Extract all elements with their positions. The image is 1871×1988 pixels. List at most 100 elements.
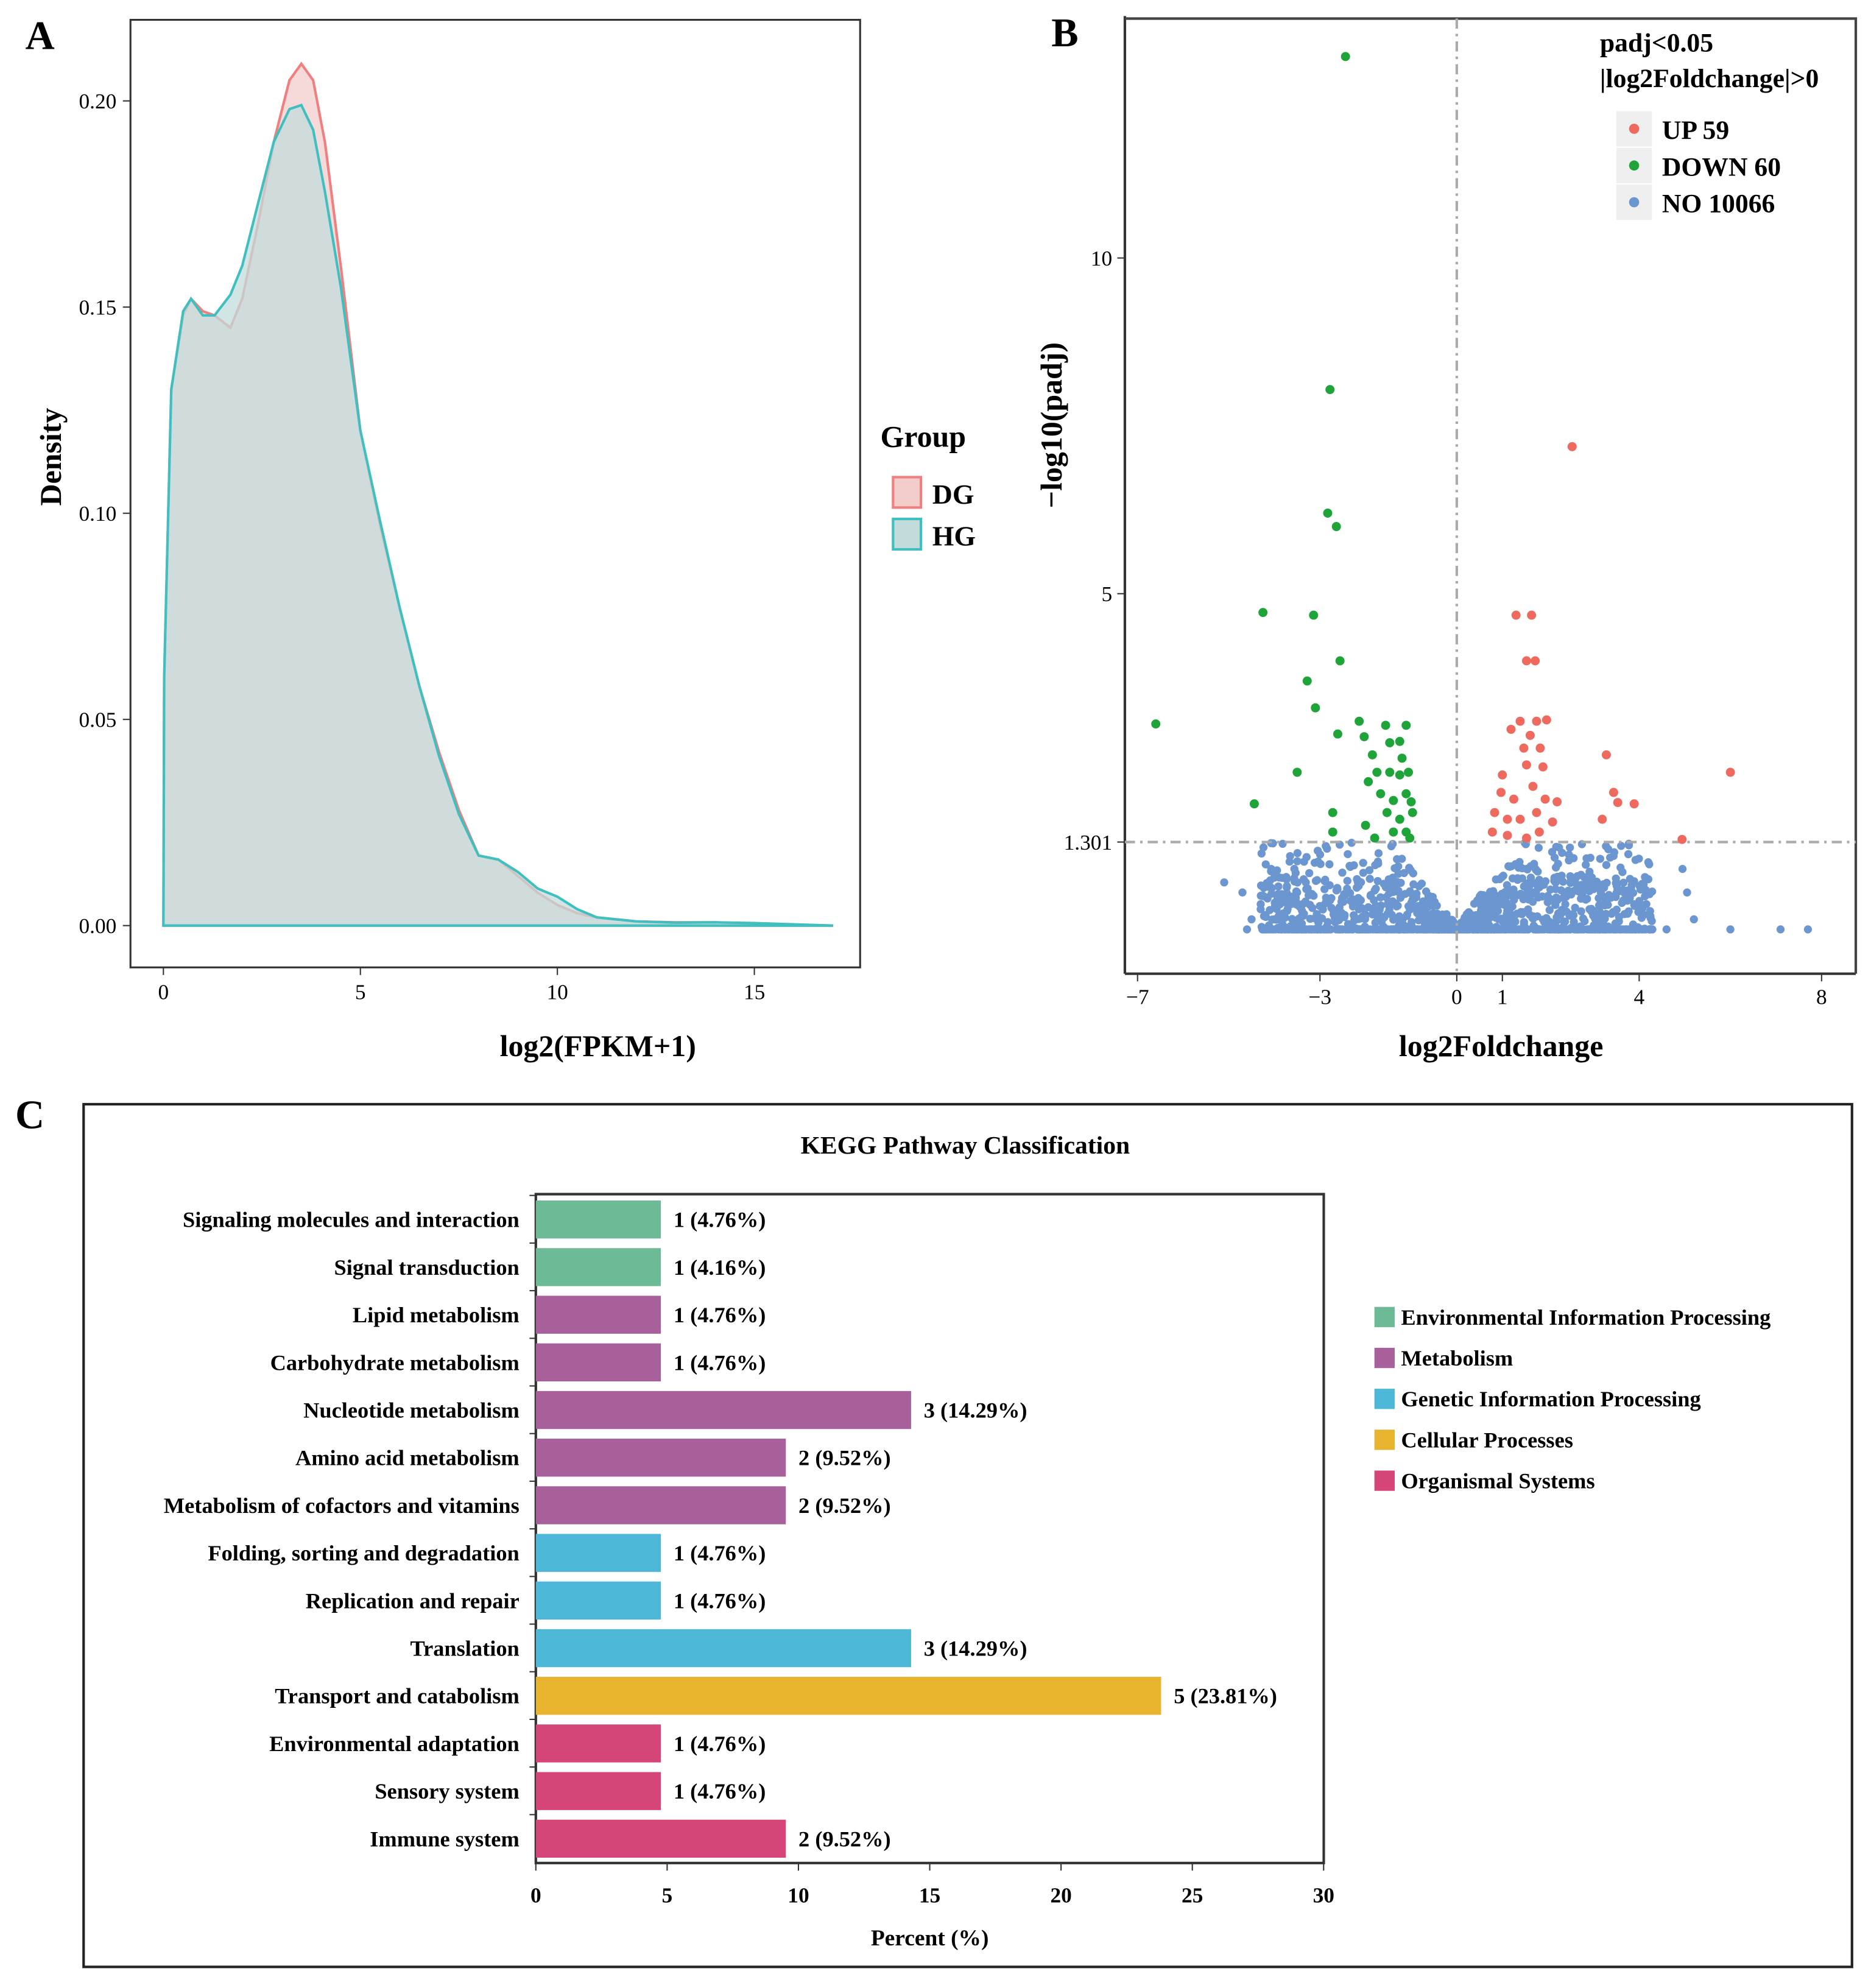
data-label: 2 (9.52%) — [798, 1493, 891, 1518]
point-no — [1323, 844, 1331, 853]
point-no — [1803, 925, 1813, 934]
point-no — [1282, 875, 1291, 884]
bar — [535, 1724, 661, 1763]
x-tick-label: 10 — [546, 979, 568, 1004]
point-down — [1333, 729, 1342, 739]
density-curve-hg — [162, 103, 834, 927]
point-no — [1375, 925, 1384, 934]
panel-label-a: A — [26, 13, 55, 58]
point-no — [1535, 925, 1544, 934]
point-no — [1662, 925, 1671, 934]
point-no — [1359, 859, 1367, 867]
legend-label: NO 10066 — [1662, 189, 1775, 219]
point-no — [1365, 866, 1374, 875]
point-no — [1406, 866, 1415, 875]
legend-dot — [1629, 160, 1640, 171]
point-no — [1612, 905, 1621, 914]
point-no — [1302, 885, 1311, 894]
legend-label: Organismal Systems — [1401, 1469, 1594, 1493]
point-up — [1725, 767, 1735, 777]
point-no — [1571, 903, 1579, 912]
point-up — [1613, 798, 1623, 808]
no-points — [1220, 839, 1813, 934]
bar — [535, 1772, 661, 1810]
point-no — [1618, 868, 1627, 876]
point-no — [1266, 906, 1274, 914]
point-no — [1409, 880, 1418, 889]
point-no — [1641, 873, 1649, 881]
point-no — [1274, 923, 1282, 932]
point-no — [1359, 869, 1368, 877]
point-no — [1313, 911, 1322, 919]
point-down — [1367, 750, 1377, 760]
point-down — [1325, 385, 1335, 395]
point-no — [1343, 884, 1351, 893]
point-down — [1341, 52, 1350, 62]
point-no — [1641, 886, 1650, 894]
point-no — [1364, 903, 1373, 912]
point-no — [1507, 862, 1516, 870]
point-no — [1272, 901, 1281, 909]
bar — [535, 1677, 1161, 1715]
x-tick-label: 20 — [1050, 1883, 1071, 1907]
point-up — [1528, 781, 1538, 791]
plot-frame — [1124, 17, 1858, 974]
point-no — [1590, 908, 1598, 917]
x-tick-label: 10 — [788, 1883, 809, 1907]
point-no — [1400, 925, 1409, 934]
point-no — [1323, 918, 1332, 926]
point-no — [1647, 917, 1656, 925]
point-no — [1293, 888, 1302, 897]
point-no — [1602, 861, 1611, 869]
point-up — [1608, 788, 1618, 797]
data-label: 1 (4.76%) — [674, 1350, 766, 1375]
point-down — [1395, 814, 1404, 824]
point-no — [1420, 913, 1429, 922]
point-no — [1647, 887, 1657, 896]
point-down — [1405, 833, 1415, 843]
point-up — [1511, 610, 1521, 620]
point-no — [1557, 872, 1566, 880]
data-label: 1 (4.76%) — [674, 1732, 766, 1756]
point-up — [1503, 831, 1512, 841]
point-no — [1376, 893, 1385, 901]
x-tick-label: 5 — [662, 1883, 673, 1907]
bar — [535, 1439, 786, 1477]
legend-swatch — [1374, 1389, 1395, 1409]
point-no — [1583, 895, 1591, 903]
point-no — [1602, 909, 1610, 918]
point-no — [1319, 905, 1327, 914]
point-no — [1353, 878, 1362, 887]
data-label: 1 (4.76%) — [674, 1303, 766, 1327]
x-tick-label: 5 — [355, 979, 366, 1004]
point-up — [1515, 814, 1525, 824]
point-down — [1395, 736, 1404, 746]
point-up — [1538, 762, 1548, 772]
point-no — [1540, 881, 1548, 889]
bar — [535, 1629, 911, 1668]
point-no — [1308, 904, 1317, 912]
point-no — [1561, 900, 1570, 909]
point-no — [1566, 843, 1574, 852]
point-no — [1570, 917, 1578, 926]
point-no — [1418, 897, 1428, 906]
volcano-x-label: log2Foldchange — [1399, 1029, 1604, 1063]
data-label: 2 (9.52%) — [798, 1827, 891, 1851]
category-label: Sensory system — [375, 1779, 519, 1803]
point-no — [1620, 889, 1629, 897]
legend-label: Cellular Processes — [1401, 1428, 1573, 1452]
point-up — [1534, 827, 1544, 837]
point-no — [1582, 854, 1591, 862]
point-down — [1364, 777, 1373, 786]
point-up — [1509, 794, 1518, 804]
point-no — [1630, 901, 1639, 910]
point-no — [1499, 895, 1507, 903]
point-no — [1338, 869, 1347, 877]
legend-label: Metabolism — [1401, 1346, 1513, 1370]
point-down — [1370, 833, 1379, 843]
point-no — [1428, 920, 1437, 929]
point-down — [1408, 808, 1417, 817]
point-no — [1551, 878, 1560, 887]
point-down — [1381, 721, 1390, 730]
